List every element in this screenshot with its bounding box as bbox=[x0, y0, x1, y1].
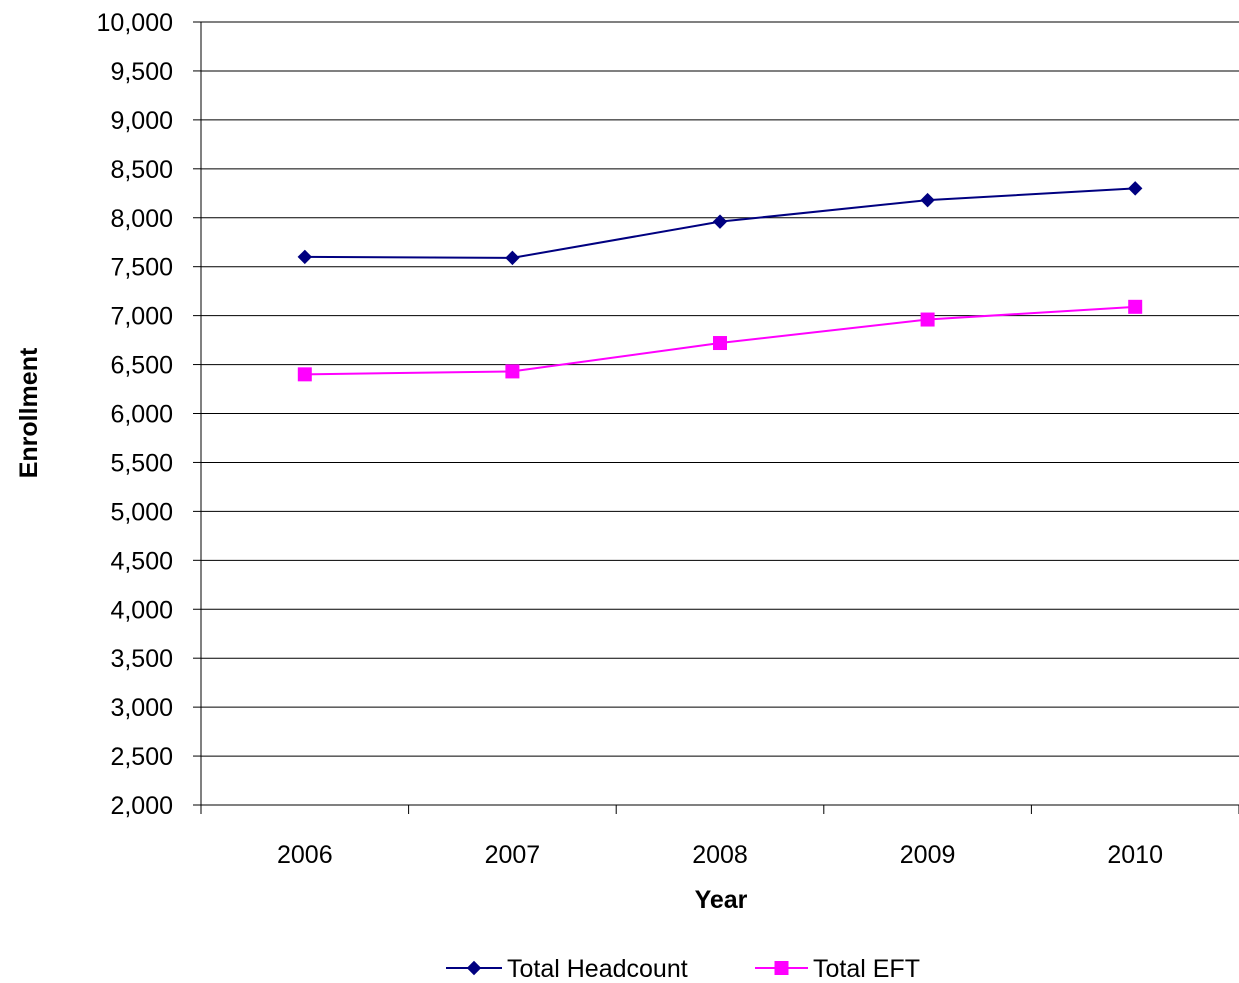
y-tick-label: 8,000 bbox=[110, 205, 173, 233]
legend: Total Headcount Total EFT bbox=[446, 955, 920, 983]
data-point bbox=[297, 249, 313, 265]
y-axis-title: Enrollment bbox=[15, 347, 43, 478]
data-point bbox=[920, 312, 935, 327]
y-tick-label: 2,000 bbox=[110, 792, 173, 820]
series-total-eft bbox=[297, 299, 1143, 382]
x-axis-title: Year bbox=[695, 886, 748, 914]
x-tick-label: 2008 bbox=[692, 841, 748, 869]
x-tick-label: 2006 bbox=[277, 841, 333, 869]
series bbox=[297, 181, 1143, 382]
y-tick-label: 10,000 bbox=[97, 9, 173, 37]
data-point bbox=[1127, 181, 1143, 196]
y-tick-label: 5,500 bbox=[110, 449, 173, 477]
data-point bbox=[1128, 299, 1143, 314]
y-tick-label: 7,500 bbox=[110, 254, 173, 282]
legend-item: Total EFT bbox=[755, 955, 920, 983]
y-tick-label: 6,000 bbox=[110, 401, 173, 429]
legend-marker bbox=[774, 961, 789, 975]
legend-item: Total Headcount bbox=[446, 955, 688, 983]
y-tick-label: 9,000 bbox=[110, 107, 173, 135]
x-tick-label: 2010 bbox=[1107, 841, 1163, 869]
y-tick-label: 3,500 bbox=[110, 645, 173, 673]
y-tick-label: 7,000 bbox=[110, 303, 173, 331]
y-tick-label: 5,000 bbox=[110, 498, 173, 526]
data-point bbox=[920, 192, 935, 208]
y-tick-label: 4,000 bbox=[110, 596, 173, 624]
y-tick-label: 8,500 bbox=[110, 156, 173, 184]
y-tick-label: 9,500 bbox=[110, 58, 173, 86]
data-point bbox=[297, 367, 312, 382]
y-tick-label: 4,500 bbox=[110, 547, 173, 575]
x-tick-labels: 2006 2007 2008 2009 2010 bbox=[277, 841, 1163, 869]
series-total-headcount bbox=[297, 181, 1143, 266]
legend-marker bbox=[466, 960, 482, 976]
legend-label: Total EFT bbox=[813, 955, 920, 983]
data-point bbox=[713, 336, 727, 351]
data-point bbox=[505, 250, 520, 266]
y-tick-label: 3,000 bbox=[110, 694, 173, 722]
x-tick-label: 2009 bbox=[900, 841, 956, 869]
y-tick-label: 2,500 bbox=[110, 743, 173, 771]
data-point bbox=[712, 214, 728, 229]
y-tick-labels: 2,000 2,500 3,000 3,500 4,000 4,500 5,000 5,500… bbox=[97, 9, 173, 820]
y-tick-label: 6,500 bbox=[110, 352, 173, 380]
gridlines bbox=[201, 21, 1239, 806]
x-tick-label: 2007 bbox=[485, 841, 541, 869]
data-point bbox=[505, 364, 520, 379]
legend-label: Total Headcount bbox=[507, 955, 688, 983]
axes bbox=[193, 21, 1239, 814]
